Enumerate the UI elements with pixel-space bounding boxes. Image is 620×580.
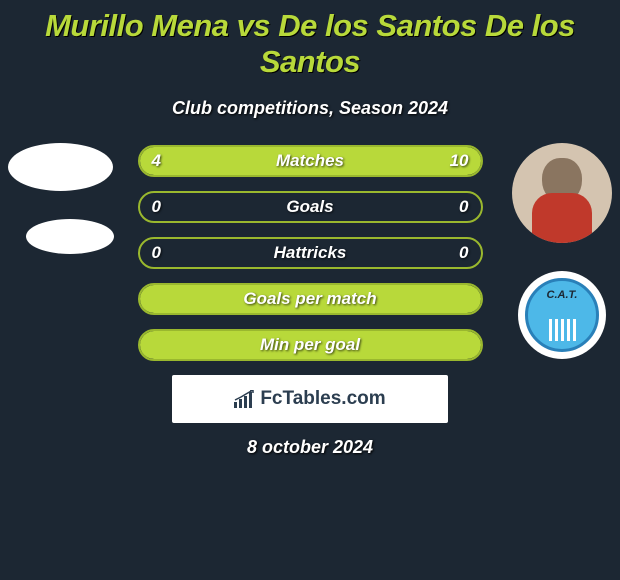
player-left-club-placeholder: [26, 219, 114, 254]
stats-list: 4 Matches 10 0 Goals 0 0 Hattricks 0 Goa…: [138, 143, 483, 361]
player-left-column: [8, 143, 114, 254]
stat-label: Goals: [140, 197, 481, 217]
stat-label: Hattricks: [140, 243, 481, 263]
player-right-club-badge: C.A.T.: [518, 271, 606, 359]
player-left-avatar-placeholder: [8, 143, 113, 191]
stat-row-hattricks: 0 Hattricks 0: [138, 237, 483, 269]
chart-growth-icon: [234, 390, 256, 408]
page-title: Murillo Mena vs De los Santos De los San…: [8, 8, 612, 80]
stat-value-right: 10: [450, 151, 469, 171]
brand-attribution[interactable]: FcTables.com: [172, 375, 448, 423]
club-badge-stripes-icon: [549, 319, 576, 341]
club-badge-inner: C.A.T.: [525, 278, 599, 352]
stat-row-goals: 0 Goals 0: [138, 191, 483, 223]
content-area: C.A.T. 4 Matches 10: [8, 143, 612, 458]
stat-label: Goals per match: [140, 289, 481, 309]
stat-row-min-per-goal: Min per goal: [138, 329, 483, 361]
stat-value-right: 0: [459, 243, 468, 263]
club-badge-text: C.A.T.: [547, 289, 578, 301]
comparison-card: Murillo Mena vs De los Santos De los San…: [0, 0, 620, 458]
stat-label: Matches: [140, 151, 481, 171]
player-right-avatar: [512, 143, 612, 243]
stat-label: Min per goal: [140, 335, 481, 355]
stat-row-goals-per-match: Goals per match: [138, 283, 483, 315]
player-right-column: C.A.T.: [512, 143, 612, 359]
date-text: 8 october 2024: [8, 437, 612, 458]
stat-row-matches: 4 Matches 10: [138, 145, 483, 177]
brand-text: FcTables.com: [260, 388, 385, 410]
stat-value-right: 0: [459, 197, 468, 217]
subtitle: Club competitions, Season 2024: [8, 98, 612, 119]
